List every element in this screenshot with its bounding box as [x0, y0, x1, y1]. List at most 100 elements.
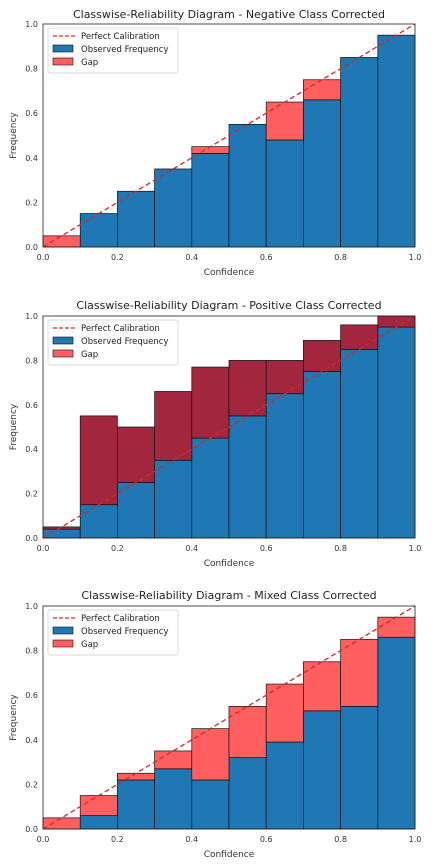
- y-tick-label: 1.0: [25, 20, 38, 29]
- observed-bar: [340, 348, 379, 539]
- x-tick-label: 0.0: [37, 544, 50, 553]
- gap-bar: [377, 315, 416, 328]
- y-axis-label: Frequency: [9, 112, 19, 159]
- gap-bar: [79, 415, 118, 506]
- y-axis-label: Frequency: [9, 403, 19, 450]
- y-tick-label: 0.2: [25, 780, 38, 789]
- legend-box: [47, 609, 179, 656]
- perfect-calibration-line: [42, 605, 416, 830]
- observed-bar: [79, 504, 118, 539]
- x-tick-label: 0.8: [334, 253, 347, 262]
- observed-bar: [79, 815, 118, 830]
- observed-bar: [303, 710, 341, 830]
- x-tick-label: 0.2: [111, 835, 124, 844]
- legend-observed-swatch: [52, 626, 74, 635]
- y-tick-label: 0.6: [25, 401, 38, 410]
- x-tick-label: 0.6: [260, 544, 273, 553]
- observed-bar: [303, 99, 341, 248]
- x-tick-label: 1.0: [409, 253, 422, 262]
- legend-box: [47, 27, 179, 74]
- x-axis-label: Confidence: [204, 559, 255, 569]
- perfect-calibration-line: [42, 23, 416, 248]
- observed-bar: [154, 459, 193, 539]
- y-axis-label: Frequency: [9, 694, 19, 741]
- x-tick-label: 1.0: [409, 544, 422, 553]
- observed-bar: [79, 213, 118, 248]
- x-tick-label: 0.0: [37, 835, 50, 844]
- observed-bar: [377, 636, 416, 830]
- gap-bar: [228, 360, 267, 417]
- legend-gap-label: Gap: [81, 640, 98, 650]
- gap-bar: [303, 79, 341, 101]
- y-tick-label: 1.0: [25, 602, 38, 611]
- gap-bar: [340, 324, 379, 350]
- gap-bar: [191, 146, 230, 154]
- x-tick-label: 0.2: [111, 253, 124, 262]
- gap-bar: [154, 750, 193, 770]
- x-tick-label: 1.0: [409, 835, 422, 844]
- legend-observed-swatch: [52, 336, 74, 345]
- legend: Perfect Calibration Observed Frequency G…: [47, 319, 179, 366]
- observed-bar: [303, 371, 341, 539]
- y-tick-label: 0.8: [25, 65, 38, 74]
- x-tick-label: 0.0: [37, 253, 50, 262]
- observed-bar: [154, 768, 193, 830]
- chart-title: Classwise-Reliability Diagram - Mixed Cl…: [81, 589, 376, 602]
- observed-bar: [377, 34, 416, 248]
- gap-bar: [154, 391, 193, 461]
- x-tick-label: 0.8: [334, 835, 347, 844]
- gap-bar: [265, 683, 304, 743]
- axes-frame: [42, 605, 416, 830]
- legend: Perfect Calibration Observed Frequency G…: [47, 609, 179, 656]
- legend-perfect-label: Perfect Calibration: [81, 614, 160, 624]
- observed-bar: [228, 415, 267, 539]
- y-tick-label: 0.2: [25, 490, 38, 499]
- observed-bar: [228, 123, 267, 248]
- legend-gap-label: Gap: [81, 350, 98, 360]
- negative-class-chart: Classwise-Reliability Diagram - Negative…: [9, 8, 421, 278]
- positive-class-chart: Classwise-Reliability Diagram - Positive…: [9, 299, 421, 569]
- y-tick-label: 0.4: [25, 736, 38, 745]
- y-tick-label: 0.0: [25, 825, 38, 834]
- legend-gap-swatch: [52, 57, 74, 66]
- y-tick-label: 0.6: [25, 691, 38, 700]
- y-tick-label: 0.2: [25, 198, 38, 207]
- x-axis-label: Confidence: [204, 268, 255, 278]
- legend-box: [47, 319, 179, 366]
- gap-bar: [228, 705, 267, 758]
- axes-frame: [42, 315, 416, 539]
- observed-bar: [377, 326, 416, 539]
- legend-gap-swatch: [52, 349, 74, 358]
- gap-bar: [265, 101, 304, 141]
- gap-bar: [42, 817, 81, 830]
- gap-bar: [377, 616, 416, 638]
- y-tick-label: 0.6: [25, 109, 38, 118]
- observed-bar: [191, 152, 230, 248]
- x-axis-label: Confidence: [204, 850, 255, 860]
- x-tick-label: 0.6: [260, 835, 273, 844]
- observed-bar: [340, 57, 379, 248]
- legend-observed-swatch: [52, 44, 74, 53]
- legend-gap-swatch: [52, 639, 74, 648]
- x-tick-label: 0.8: [334, 544, 347, 553]
- legend-observed-label: Observed Frequency: [81, 45, 169, 55]
- y-tick-label: 0.0: [25, 534, 38, 543]
- observed-bar: [117, 190, 155, 248]
- gap-bar: [79, 795, 118, 816]
- y-tick-label: 1.0: [25, 312, 38, 321]
- x-tick-label: 0.4: [185, 544, 198, 553]
- chart-title: Classwise-Reliability Diagram - Negative…: [73, 8, 385, 21]
- observed-bar: [265, 139, 304, 248]
- perfect-calibration-line: [42, 315, 416, 539]
- legend-perfect-label: Perfect Calibration: [81, 324, 160, 334]
- gap-bar: [303, 661, 341, 712]
- legend-observed-label: Observed Frequency: [81, 337, 169, 347]
- legend: Perfect Calibration Observed Frequency G…: [47, 27, 179, 74]
- observed-bar: [42, 528, 81, 539]
- gap-bar: [265, 360, 304, 395]
- gap-bar: [42, 235, 81, 248]
- observed-bar: [265, 741, 304, 830]
- observed-bar: [265, 393, 304, 539]
- observed-bar: [340, 705, 379, 830]
